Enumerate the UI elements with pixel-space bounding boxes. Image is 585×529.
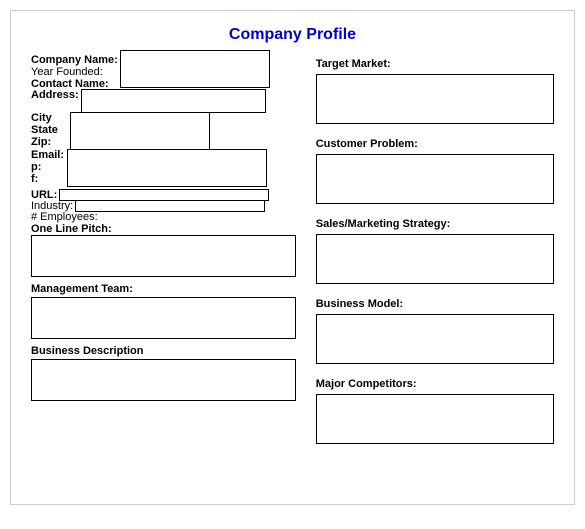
sales-strategy-field[interactable] bbox=[316, 234, 554, 284]
mgmt-label-row: Management Team: bbox=[31, 283, 296, 295]
business-model-label: Business Model: bbox=[316, 298, 403, 310]
company-name-label: Company Name: bbox=[31, 54, 118, 66]
business-description-label: Business Description bbox=[31, 345, 143, 357]
address-field[interactable] bbox=[81, 89, 266, 113]
company-name-field[interactable] bbox=[120, 50, 270, 88]
fax-label: f: bbox=[31, 173, 65, 185]
csz-labels: City State Zip: bbox=[31, 112, 58, 148]
left-column: Company Name: Year Founded: Contact Name… bbox=[31, 54, 296, 454]
employees-row: # Employees: bbox=[31, 211, 296, 223]
right-column: Target Market: Customer Problem: Sales/M… bbox=[316, 54, 554, 454]
one-line-pitch-field[interactable] bbox=[31, 235, 296, 277]
business-model-field[interactable] bbox=[316, 314, 554, 364]
pitch-label-row: One Line Pitch: bbox=[31, 223, 296, 235]
email-block-row: Email: p: f: bbox=[31, 149, 296, 187]
target-market-section: Target Market: bbox=[316, 54, 554, 124]
columns: Company Name: Year Founded: Contact Name… bbox=[31, 54, 554, 454]
top-labels-stack: Company Name: Year Founded: Contact Name… bbox=[31, 54, 118, 90]
customer-problem-label: Customer Problem: bbox=[316, 138, 418, 150]
state-label: State bbox=[31, 124, 58, 136]
major-competitors-section: Major Competitors: bbox=[316, 374, 554, 444]
company-name-row: Company Name: Year Founded: Contact Name… bbox=[31, 54, 296, 90]
one-line-pitch-label: One Line Pitch: bbox=[31, 223, 112, 235]
city-state-zip-field[interactable] bbox=[70, 112, 210, 150]
address-label: Address: bbox=[31, 89, 79, 101]
phone-label: p: bbox=[31, 161, 65, 173]
zip-label: Zip: bbox=[31, 136, 58, 148]
customer-problem-field[interactable] bbox=[316, 154, 554, 204]
target-market-label: Target Market: bbox=[316, 58, 391, 70]
city-label: City bbox=[31, 112, 58, 124]
sales-strategy-label: Sales/Marketing Strategy: bbox=[316, 218, 451, 230]
page-title: Company Profile bbox=[31, 26, 554, 44]
sales-strategy-section: Sales/Marketing Strategy: bbox=[316, 214, 554, 284]
employees-label: # Employees: bbox=[31, 211, 98, 223]
industry-field[interactable] bbox=[75, 200, 265, 212]
page-frame: Company Profile Company Name: Year Found… bbox=[10, 10, 575, 505]
year-founded-label: Year Founded: bbox=[31, 66, 118, 78]
target-market-field[interactable] bbox=[316, 74, 554, 124]
email-label: Email: bbox=[31, 149, 65, 161]
management-team-label: Management Team: bbox=[31, 283, 133, 295]
management-team-field[interactable] bbox=[31, 297, 296, 339]
major-competitors-label: Major Competitors: bbox=[316, 378, 417, 390]
customer-problem-section: Customer Problem: bbox=[316, 134, 554, 204]
major-competitors-field[interactable] bbox=[316, 394, 554, 444]
email-labels: Email: p: f: bbox=[31, 149, 65, 185]
address-row: Address: bbox=[31, 89, 296, 113]
business-description-field[interactable] bbox=[31, 359, 296, 401]
email-field[interactable] bbox=[67, 149, 267, 187]
city-state-zip-row: City State Zip: bbox=[31, 112, 296, 150]
bd-label-row: Business Description bbox=[31, 345, 296, 357]
business-model-section: Business Model: bbox=[316, 294, 554, 364]
